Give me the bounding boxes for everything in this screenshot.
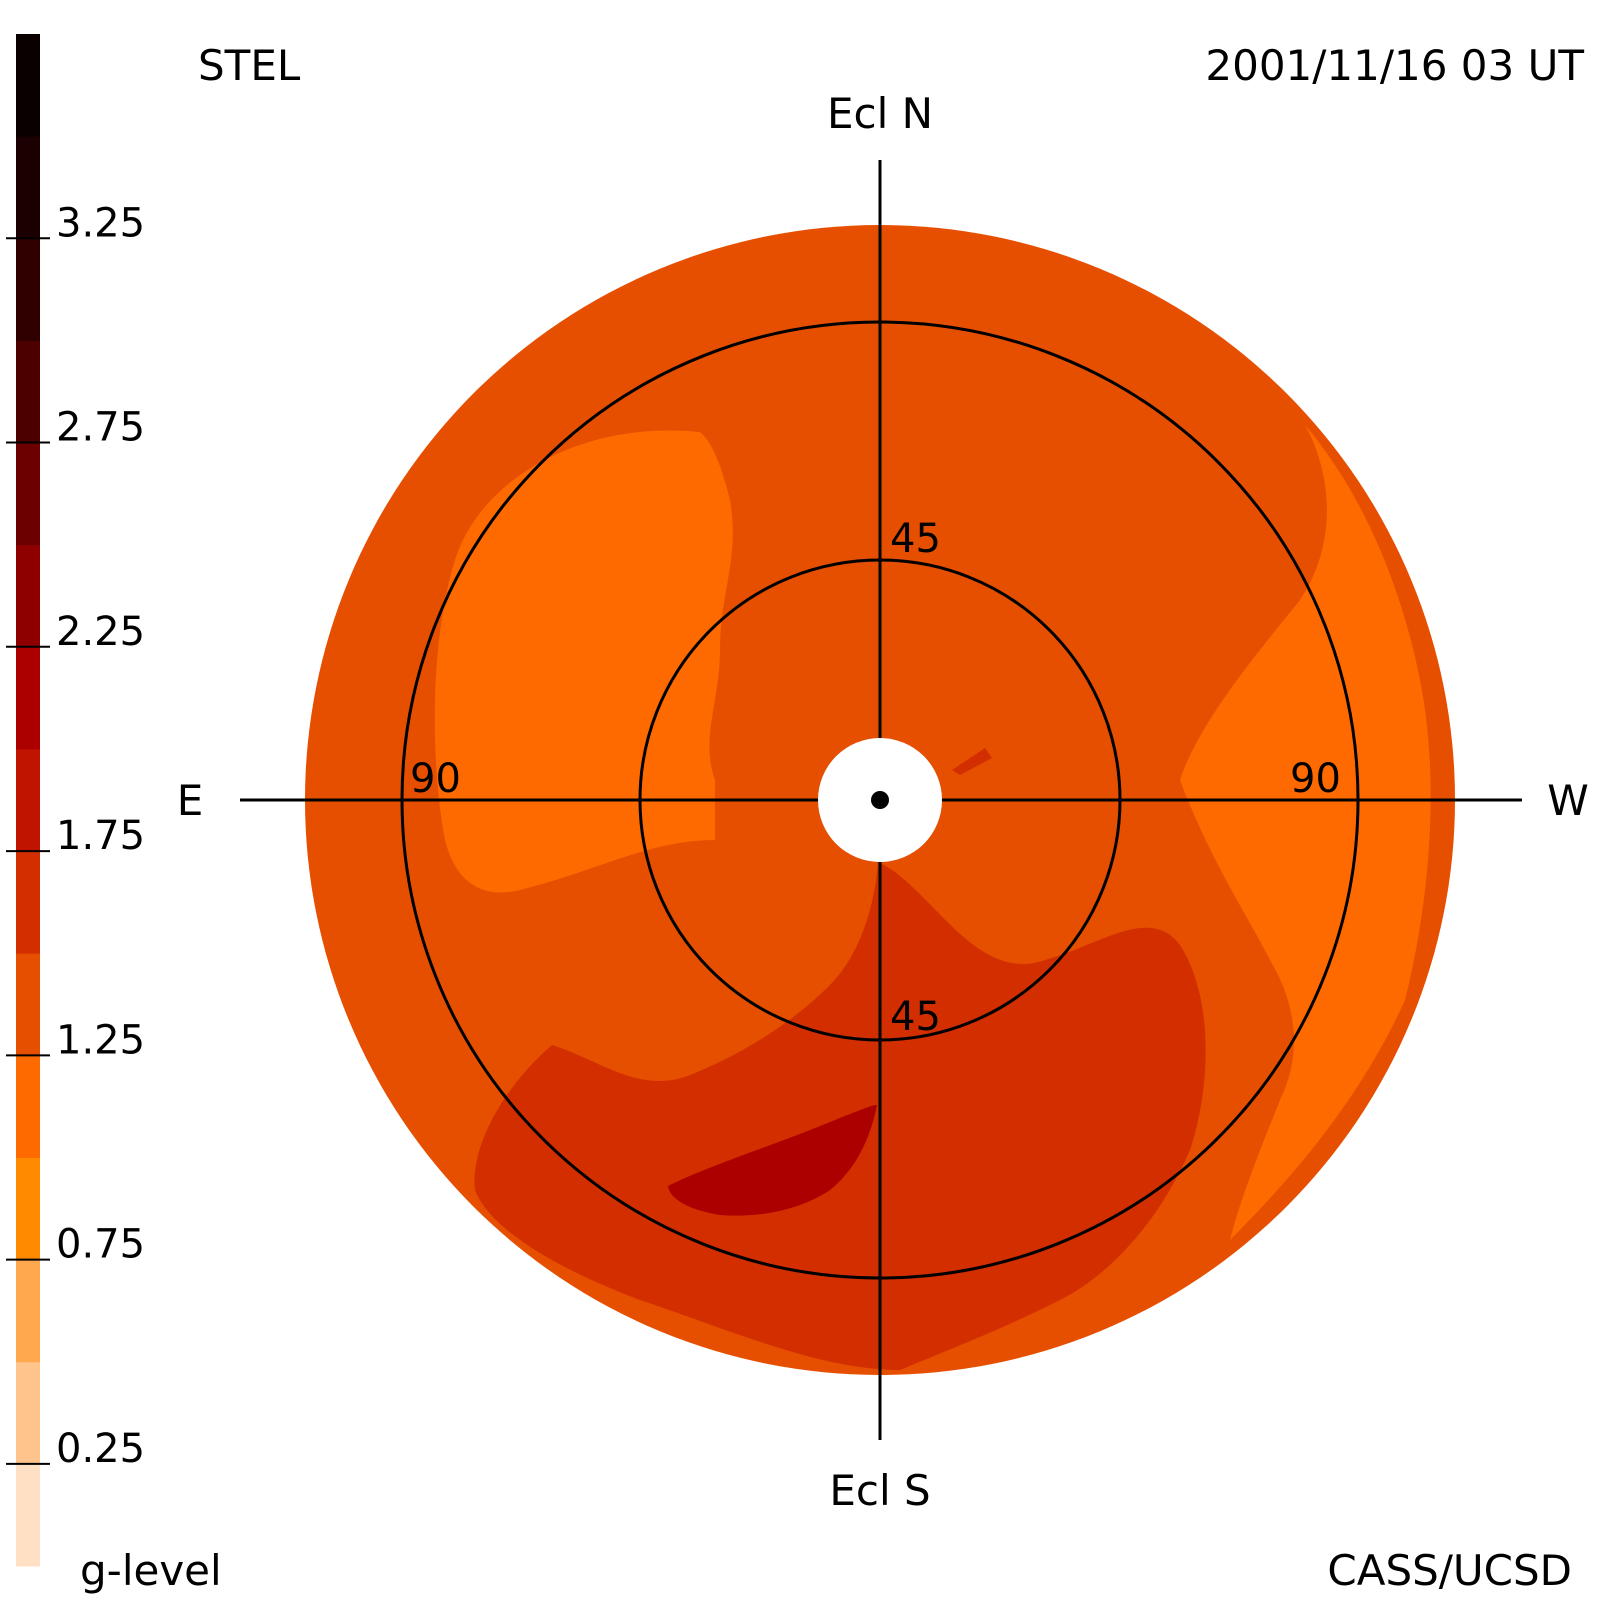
- colorbar-level-6: [16, 851, 40, 954]
- colorbar-tick-label: 3.25: [56, 200, 145, 246]
- colorbar-label: g-level: [80, 1546, 222, 1595]
- colorbar-level-12: [16, 238, 40, 341]
- colorbar-tick-label: 0.75: [56, 1222, 145, 1268]
- colorbar-level-9: [16, 544, 40, 648]
- compass-east: E: [177, 776, 204, 825]
- colorbar-tick-label: 1.25: [56, 1017, 145, 1063]
- colorbar-level-7: [16, 748, 40, 852]
- colorbar-level-10: [16, 442, 40, 546]
- ring-label-inner-top: 45: [890, 516, 941, 562]
- south-enhancement-region: [474, 862, 1206, 1370]
- colorbar-level-3: [16, 1157, 40, 1261]
- near-sun-blob-region: [952, 748, 992, 775]
- colorbar: [16, 34, 40, 1567]
- colorbar-level-4: [16, 1055, 40, 1158]
- sun-center-dot: [871, 791, 889, 809]
- credit-label: CASS/UCSD: [1327, 1546, 1572, 1595]
- sky-map: [240, 160, 1522, 1440]
- colorbar-level-0: [16, 1463, 40, 1567]
- east-enhancement-region: [434, 430, 733, 893]
- ring-label-outer-right: 90: [1290, 756, 1341, 802]
- ring-label-outer-left: 90: [410, 756, 461, 802]
- ring-label-inner-bottom: 45: [890, 994, 941, 1040]
- colorbar-tick-label: 2.25: [56, 609, 145, 655]
- colorbar-tick-label: 1.75: [56, 813, 145, 859]
- timestamp-label: 2001/11/16 03 UT: [1205, 41, 1584, 90]
- compass-west: W: [1547, 776, 1589, 825]
- colorbar-level-13: [16, 136, 40, 239]
- south-core-region: [668, 1104, 877, 1216]
- colorbar-level-11: [16, 340, 40, 444]
- colorbar-level-2: [16, 1259, 40, 1363]
- colorbar-level-14: [16, 34, 40, 137]
- colorbar-level-5: [16, 953, 40, 1056]
- colorbar-level-8: [16, 646, 40, 750]
- colorbar-level-1: [16, 1361, 40, 1465]
- compass-south: Ecl S: [829, 1466, 930, 1515]
- colorbar-ticks: 3.25 2.75 2.25 1.75 1.25 0.75 0.25: [6, 200, 145, 1472]
- instrument-label: STEL: [198, 41, 301, 90]
- colorbar-tick-label: 2.75: [56, 405, 145, 451]
- west-enhancement-region: [1180, 425, 1431, 1240]
- compass-north: Ecl N: [827, 89, 933, 138]
- colorbar-tick-label: 0.25: [56, 1426, 145, 1472]
